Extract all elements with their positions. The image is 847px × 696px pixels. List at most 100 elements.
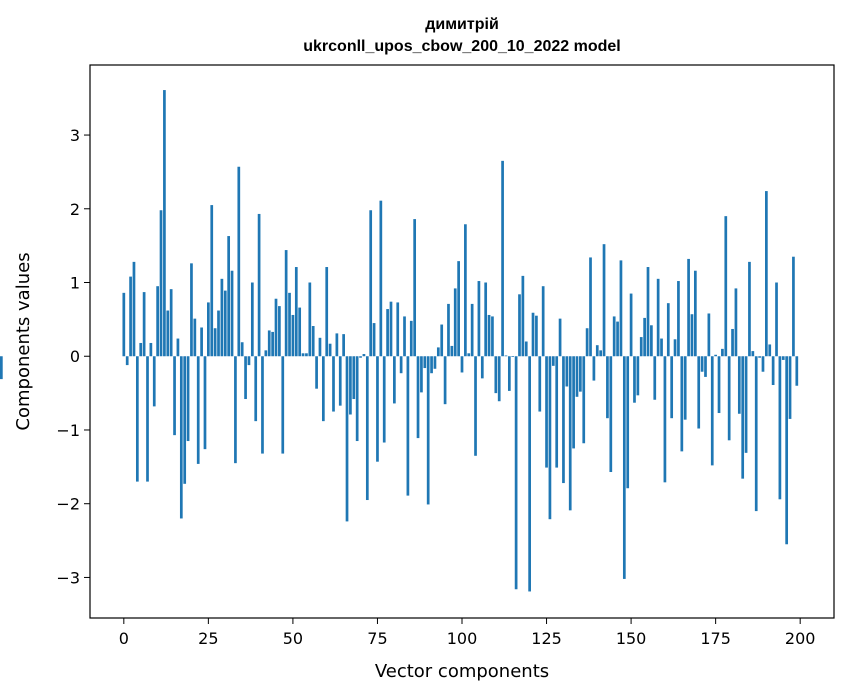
bar bbox=[440, 324, 444, 357]
bar bbox=[237, 166, 241, 357]
bar bbox=[122, 292, 126, 357]
bar bbox=[399, 356, 403, 374]
bar bbox=[602, 244, 606, 357]
chart-subtitle: ukrconll_upos_cbow_200_10_2022 model bbox=[303, 38, 620, 55]
bar bbox=[765, 191, 768, 357]
bar bbox=[585, 328, 589, 357]
bar bbox=[321, 356, 325, 422]
bar bbox=[156, 286, 159, 357]
bar bbox=[558, 318, 562, 357]
bar bbox=[792, 256, 795, 357]
bar bbox=[507, 356, 511, 391]
bar bbox=[592, 356, 596, 381]
bar bbox=[636, 356, 640, 396]
bar bbox=[781, 356, 785, 360]
bar bbox=[406, 356, 410, 496]
bar bbox=[589, 257, 592, 357]
bar bbox=[179, 356, 183, 519]
x-tick-label: 175 bbox=[700, 629, 731, 648]
bar bbox=[328, 343, 332, 357]
bar bbox=[457, 261, 460, 357]
bar bbox=[545, 356, 548, 468]
bar bbox=[284, 250, 288, 357]
bar bbox=[413, 219, 417, 357]
bar bbox=[244, 356, 247, 400]
bar bbox=[416, 356, 420, 439]
bar bbox=[484, 282, 488, 357]
bar bbox=[595, 345, 599, 357]
bar bbox=[183, 356, 187, 484]
bar bbox=[761, 356, 765, 372]
bar bbox=[464, 224, 467, 357]
bar bbox=[193, 318, 197, 357]
bar bbox=[606, 356, 609, 419]
bar bbox=[190, 263, 193, 357]
bars-group bbox=[0, 90, 799, 592]
bar bbox=[707, 313, 711, 357]
bar bbox=[159, 210, 163, 357]
bar bbox=[271, 331, 274, 357]
bar bbox=[176, 338, 180, 357]
bar bbox=[717, 356, 721, 414]
bar bbox=[254, 356, 258, 422]
bar bbox=[338, 356, 342, 406]
bar bbox=[129, 276, 132, 357]
bar bbox=[656, 278, 660, 357]
bar bbox=[744, 356, 748, 453]
bar bbox=[754, 356, 758, 512]
bar bbox=[315, 356, 318, 389]
bar bbox=[693, 270, 697, 357]
bar bbox=[575, 356, 579, 397]
bar bbox=[125, 356, 129, 366]
bar bbox=[362, 354, 366, 357]
x-tick-label: 25 bbox=[198, 629, 218, 648]
bar bbox=[376, 356, 379, 462]
bar bbox=[403, 316, 406, 357]
bar bbox=[318, 337, 322, 357]
y-tick-label: −1 bbox=[56, 421, 80, 440]
bar bbox=[257, 213, 261, 357]
bar bbox=[278, 306, 281, 357]
bar bbox=[0, 356, 3, 380]
bar bbox=[714, 354, 717, 357]
y-tick-label: 0 bbox=[70, 347, 80, 366]
bar bbox=[447, 303, 450, 357]
bar bbox=[267, 330, 271, 357]
bar bbox=[298, 307, 302, 357]
bar bbox=[653, 356, 657, 400]
bar bbox=[491, 316, 494, 357]
bar bbox=[524, 341, 528, 357]
bar bbox=[132, 261, 136, 357]
bar bbox=[487, 314, 491, 357]
chart-title: димитрій bbox=[425, 16, 499, 33]
bar bbox=[704, 356, 707, 377]
bar bbox=[497, 356, 501, 402]
bar bbox=[639, 337, 643, 357]
bar bbox=[352, 356, 356, 400]
bar bbox=[389, 301, 393, 357]
bar bbox=[227, 236, 231, 357]
bar bbox=[423, 356, 427, 369]
bar bbox=[443, 356, 447, 405]
bar bbox=[166, 310, 170, 357]
bar bbox=[163, 90, 166, 357]
bar bbox=[332, 356, 335, 412]
bar bbox=[677, 281, 680, 357]
bar bbox=[152, 356, 156, 407]
bar bbox=[426, 356, 430, 505]
bar bbox=[555, 356, 559, 468]
bar bbox=[135, 356, 139, 482]
bar bbox=[687, 258, 690, 357]
bar bbox=[660, 338, 663, 357]
bar bbox=[501, 160, 504, 357]
bar bbox=[633, 356, 636, 403]
x-tick-label: 200 bbox=[785, 629, 816, 648]
bar bbox=[700, 356, 704, 372]
bar bbox=[541, 286, 545, 357]
y-tick-label: −3 bbox=[56, 568, 80, 587]
bar bbox=[795, 356, 799, 386]
bar bbox=[335, 333, 339, 357]
bar bbox=[551, 356, 555, 366]
y-tick-label: 3 bbox=[70, 126, 80, 145]
bar bbox=[514, 356, 518, 590]
